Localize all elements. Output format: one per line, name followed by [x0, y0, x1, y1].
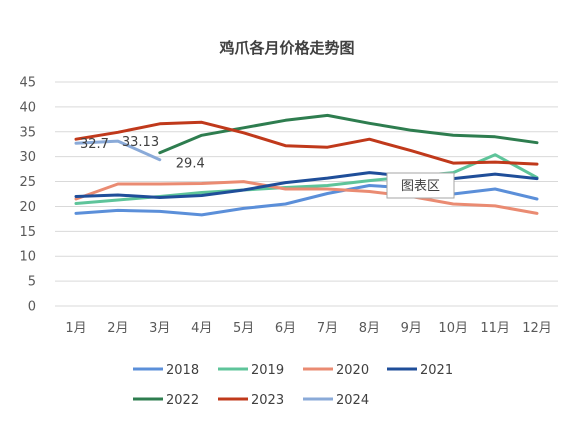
legend-label: 2023: [251, 393, 284, 408]
x-tick-label: 6月: [275, 321, 296, 336]
y-tick-label: 15: [19, 225, 36, 240]
series-lines: [74, 113, 539, 217]
y-tick-label: 25: [19, 175, 36, 190]
x-tick-label: 8月: [359, 321, 380, 336]
y-tick-label: 45: [19, 76, 36, 91]
x-tick-label: 3月: [149, 321, 170, 336]
x-tick-label: 5月: [233, 321, 254, 336]
legend-label: 2019: [251, 363, 284, 378]
gridlines: [55, 81, 558, 307]
legend-label: 2020: [336, 363, 369, 378]
legend-label: 2021: [420, 363, 453, 378]
legend: 2018 2019 2020 2021 2022 2023 2024: [133, 363, 453, 408]
data-label: 32.7: [80, 137, 109, 152]
tooltip-box: [386, 172, 455, 199]
legend-label: 2024: [336, 393, 369, 408]
tooltip-text: 图表区: [401, 179, 440, 194]
legend-label: 2018: [166, 363, 199, 378]
x-tick-label: 4月: [191, 321, 212, 336]
legend-label: 2022: [166, 393, 199, 408]
data-label: 29.4: [176, 157, 205, 172]
legend-item-2019[interactable]: 2019: [218, 363, 284, 378]
x-axis-ticks: 1月 2月 3月 4月 5月 6月 7月 8月 9月 10月 11月 12月: [65, 321, 551, 336]
legend-item-2022[interactable]: 2022: [133, 393, 199, 408]
y-tick-label: 10: [19, 250, 36, 265]
legend-item-2020[interactable]: 2020: [303, 363, 369, 378]
x-tick-label: 1月: [65, 321, 86, 336]
data-labels: 32.7 33.13 29.4: [80, 135, 205, 172]
y-tick-label: 5: [28, 275, 36, 290]
series-line-2023: [74, 120, 539, 166]
legend-item-2024[interactable]: 2024: [303, 393, 369, 408]
x-tick-label: 12月: [522, 321, 552, 336]
x-tick-label: 7月: [317, 321, 338, 336]
chart-title: 鸡爪各月价格走势图: [218, 39, 354, 57]
y-axis-ticks: 0 5 10 15 20 25 30 35 40 45: [19, 76, 36, 315]
y-tick-label: 30: [19, 150, 36, 165]
legend-item-2021[interactable]: 2021: [387, 363, 453, 378]
legend-item-2023[interactable]: 2023: [218, 393, 284, 408]
y-tick-label: 20: [19, 200, 36, 215]
series-line-2024: [74, 139, 162, 162]
x-tick-label: 9月: [401, 321, 422, 336]
series-line-2020: [74, 180, 539, 215]
legend-item-2018[interactable]: 2018: [133, 363, 199, 378]
series-line-2022: [158, 113, 539, 155]
x-tick-label: 11月: [480, 321, 510, 336]
chart-area-tooltip: 图表区: [386, 172, 455, 199]
y-tick-label: 0: [28, 300, 36, 315]
x-tick-label: 10月: [438, 321, 468, 336]
series-line-2021: [74, 171, 539, 199]
y-tick-label: 40: [19, 100, 36, 115]
data-label: 33.13: [122, 135, 159, 150]
x-tick-label: 2月: [107, 321, 128, 336]
series-line-2018: [74, 184, 539, 217]
y-tick-label: 35: [19, 125, 36, 140]
